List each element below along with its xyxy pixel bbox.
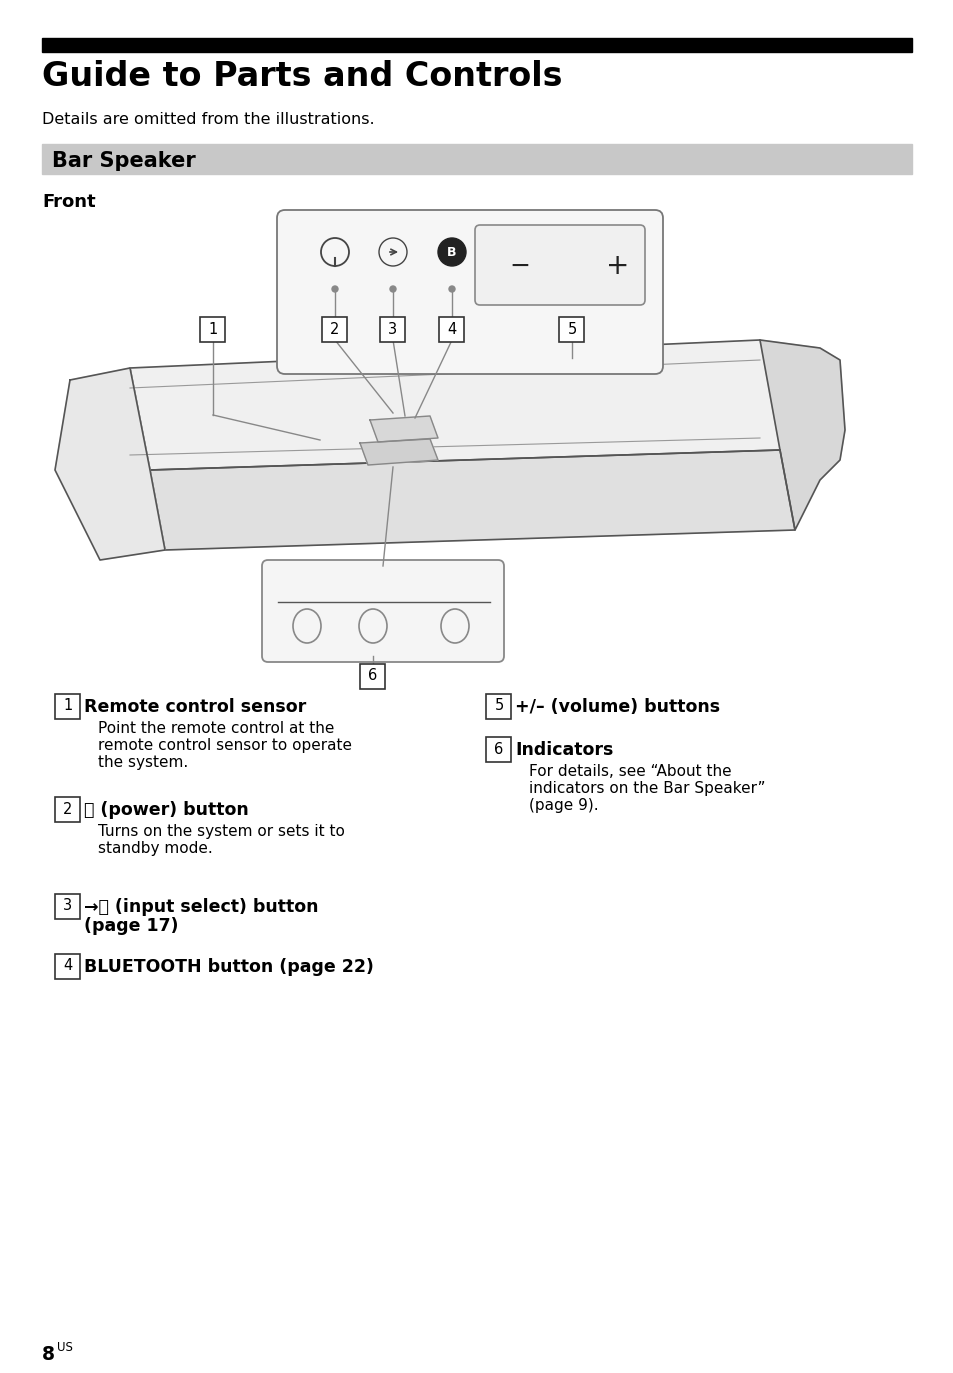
- Text: TV: TV: [300, 582, 314, 592]
- FancyBboxPatch shape: [486, 693, 511, 718]
- Text: +: +: [606, 253, 629, 280]
- FancyBboxPatch shape: [558, 317, 584, 342]
- Text: Turns on the system or sets it to: Turns on the system or sets it to: [98, 824, 345, 839]
- Text: (page 17): (page 17): [84, 917, 178, 935]
- FancyBboxPatch shape: [55, 894, 80, 919]
- Polygon shape: [359, 439, 437, 465]
- Polygon shape: [130, 341, 780, 470]
- Text: B: B: [447, 246, 456, 258]
- Text: Bar Speaker: Bar Speaker: [52, 151, 195, 172]
- FancyBboxPatch shape: [475, 225, 644, 305]
- Text: 6: 6: [368, 669, 377, 684]
- FancyBboxPatch shape: [439, 317, 464, 342]
- Text: 1: 1: [63, 699, 72, 714]
- Text: (page 9).: (page 9).: [529, 798, 598, 813]
- Text: Point the remote control at the: Point the remote control at the: [98, 721, 334, 736]
- Text: Front: Front: [42, 194, 95, 211]
- Text: US: US: [57, 1341, 72, 1354]
- Text: 2: 2: [330, 321, 339, 336]
- FancyBboxPatch shape: [55, 693, 80, 718]
- Text: 1: 1: [208, 321, 217, 336]
- Text: 4: 4: [63, 958, 72, 973]
- Text: USB: USB: [444, 582, 465, 592]
- Text: remote control sensor to operate: remote control sensor to operate: [98, 739, 352, 752]
- Text: 3: 3: [63, 898, 72, 913]
- Text: 4: 4: [447, 321, 456, 336]
- Polygon shape: [150, 450, 794, 551]
- Circle shape: [332, 286, 337, 292]
- Text: →ⓡ (input select) button: →ⓡ (input select) button: [84, 898, 318, 916]
- Text: the system.: the system.: [98, 755, 188, 770]
- Text: +/– (volume) buttons: +/– (volume) buttons: [515, 697, 720, 715]
- FancyBboxPatch shape: [360, 663, 385, 688]
- Circle shape: [437, 238, 465, 266]
- Polygon shape: [370, 416, 437, 442]
- Circle shape: [390, 286, 395, 292]
- Text: For details, see “About the: For details, see “About the: [529, 763, 731, 778]
- FancyBboxPatch shape: [380, 317, 405, 342]
- FancyBboxPatch shape: [276, 210, 662, 373]
- Bar: [42, 38, 911, 52]
- FancyBboxPatch shape: [200, 317, 225, 342]
- Text: indicators on the Bar Speaker”: indicators on the Bar Speaker”: [529, 781, 764, 796]
- FancyBboxPatch shape: [55, 953, 80, 979]
- Text: 3: 3: [388, 321, 397, 336]
- Circle shape: [449, 286, 455, 292]
- Text: −: −: [509, 254, 530, 277]
- FancyBboxPatch shape: [322, 317, 347, 342]
- Text: 8: 8: [42, 1346, 55, 1363]
- Text: standby mode.: standby mode.: [98, 842, 213, 855]
- Polygon shape: [760, 341, 844, 530]
- Text: Guide to Parts and Controls: Guide to Parts and Controls: [42, 60, 562, 93]
- FancyBboxPatch shape: [55, 796, 80, 821]
- Text: 5: 5: [494, 699, 503, 714]
- Text: ⓡ (power) button: ⓡ (power) button: [84, 800, 249, 820]
- Text: 5: 5: [567, 321, 576, 336]
- Text: Indicators: Indicators: [515, 741, 613, 759]
- FancyBboxPatch shape: [262, 560, 503, 662]
- Polygon shape: [55, 368, 165, 560]
- FancyBboxPatch shape: [486, 736, 511, 762]
- Text: 6: 6: [494, 741, 503, 757]
- Text: 2: 2: [63, 802, 72, 817]
- Bar: [42, 144, 911, 174]
- Text: Details are omitted from the illustrations.: Details are omitted from the illustratio…: [42, 113, 375, 126]
- Text: BLUETOOTH: BLUETOOTH: [341, 582, 404, 592]
- Text: Remote control sensor: Remote control sensor: [84, 697, 306, 715]
- Text: BLUETOOTH button (page 22): BLUETOOTH button (page 22): [84, 958, 374, 976]
